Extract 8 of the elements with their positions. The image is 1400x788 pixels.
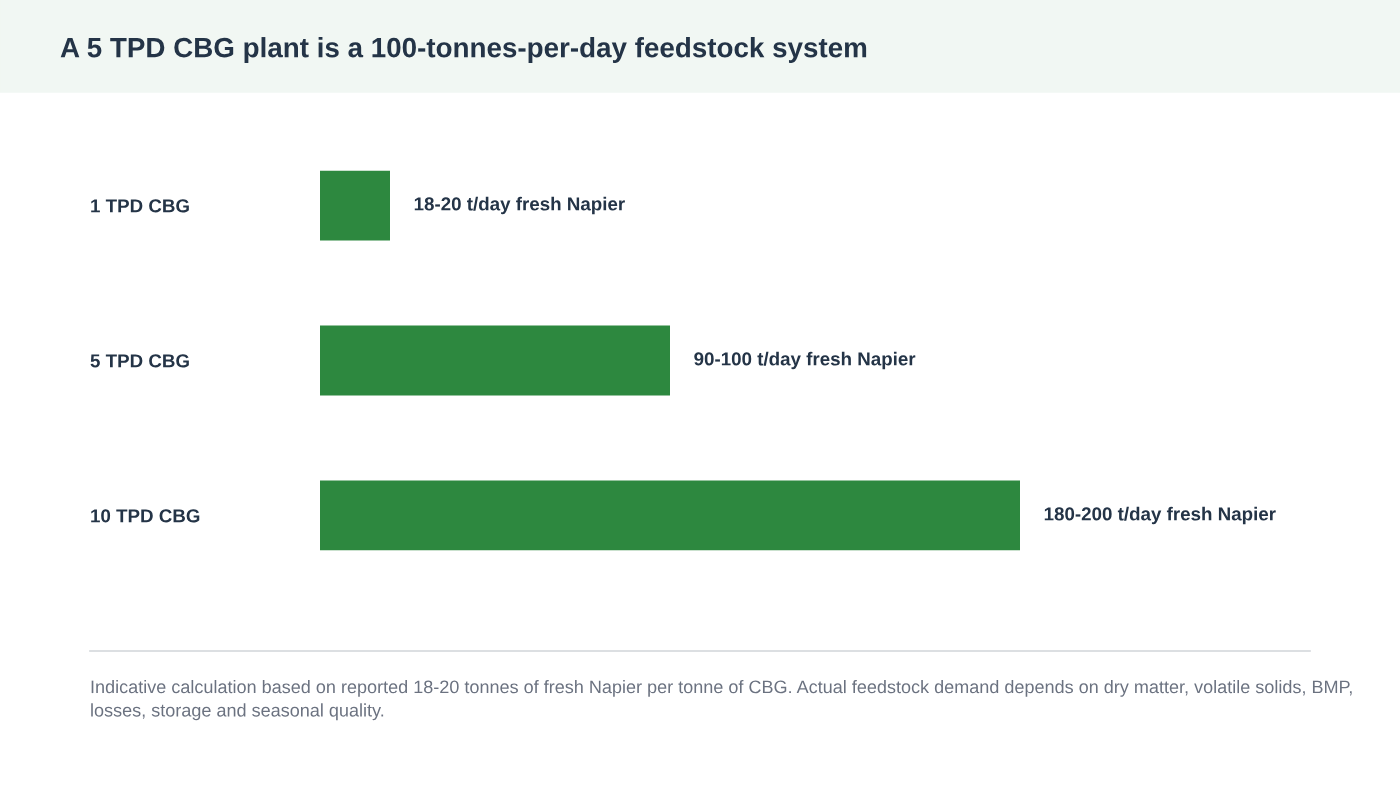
y-tick-label: 5 TPD CBG	[90, 354, 189, 368]
chart-title: A 5 TPD CBG plant is a 100-tonnes-per-day feedstock system	[60, 37, 867, 63]
data-label: 180-200 t/day fresh Napier	[1044, 506, 1276, 525]
y-tick-label: 1 TPD CBG	[91, 199, 189, 213]
data-label: 90-100 t/day fresh Napier	[694, 351, 916, 370]
text: Indicative calculation based on reported 18-20 tonnes of fresh Napier per tonne of CBG. Actual feedstock demand depends on dry matter, volatile solids, BMP, losses, storage and seasonal quality.	[91, 680, 1352, 721]
y-tick-label: 10 TPD CBG	[91, 509, 200, 523]
data-label: 18-20 t/day fresh Napier	[414, 196, 625, 215]
